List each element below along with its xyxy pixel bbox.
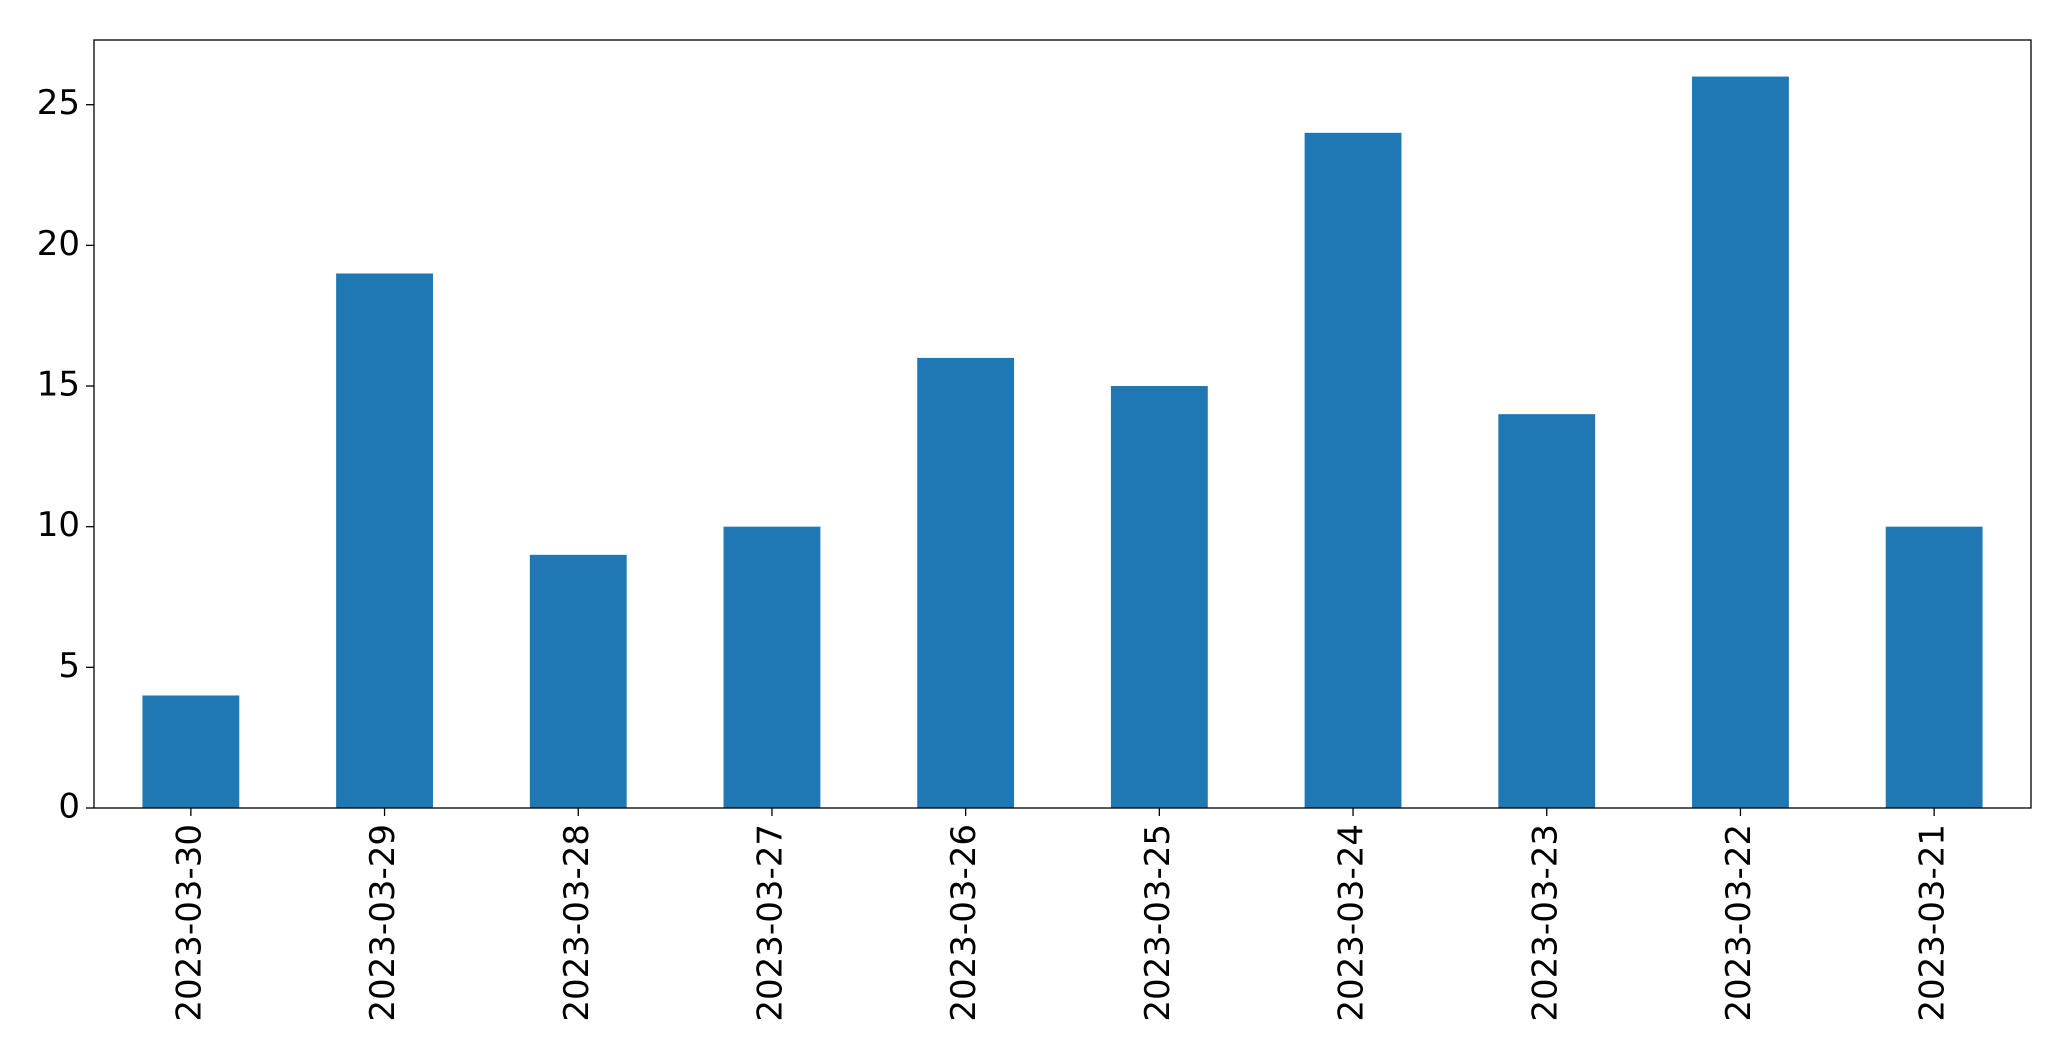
bar [1110, 386, 1208, 808]
y-tick-label: 0 [58, 787, 80, 827]
x-tick-label: 2023-03-21 [1913, 824, 1953, 1022]
y-tick-label: 5 [58, 646, 80, 686]
bar [529, 554, 627, 808]
bar [1498, 414, 1596, 808]
x-tick-label: 2023-03-25 [1138, 824, 1178, 1022]
x-tick-label: 2023-03-22 [1719, 824, 1759, 1022]
plot-frame [93, 39, 2032, 809]
bar [1692, 76, 1789, 809]
x-tick-label: 2023-03-29 [363, 824, 403, 1022]
x-tick-label: 2023-03-28 [557, 824, 597, 1022]
bar [723, 526, 821, 808]
y-tick-label: 20 [37, 224, 80, 264]
bar [336, 273, 433, 808]
x-tick-label: 2023-03-23 [1525, 824, 1565, 1022]
y-tick-label: 25 [37, 83, 80, 123]
x-tick-label: 2023-03-30 [169, 824, 209, 1022]
y-tick-label: 10 [37, 505, 80, 545]
bar [917, 357, 1015, 808]
x-tick-label: 2023-03-27 [750, 824, 790, 1022]
bar [1304, 132, 1402, 809]
x-tick-label: 2023-03-24 [1332, 824, 1372, 1022]
x-tick-label: 2023-03-26 [944, 824, 984, 1022]
bar [1885, 526, 1983, 808]
y-tick-label: 15 [37, 365, 80, 405]
bar [142, 695, 240, 808]
